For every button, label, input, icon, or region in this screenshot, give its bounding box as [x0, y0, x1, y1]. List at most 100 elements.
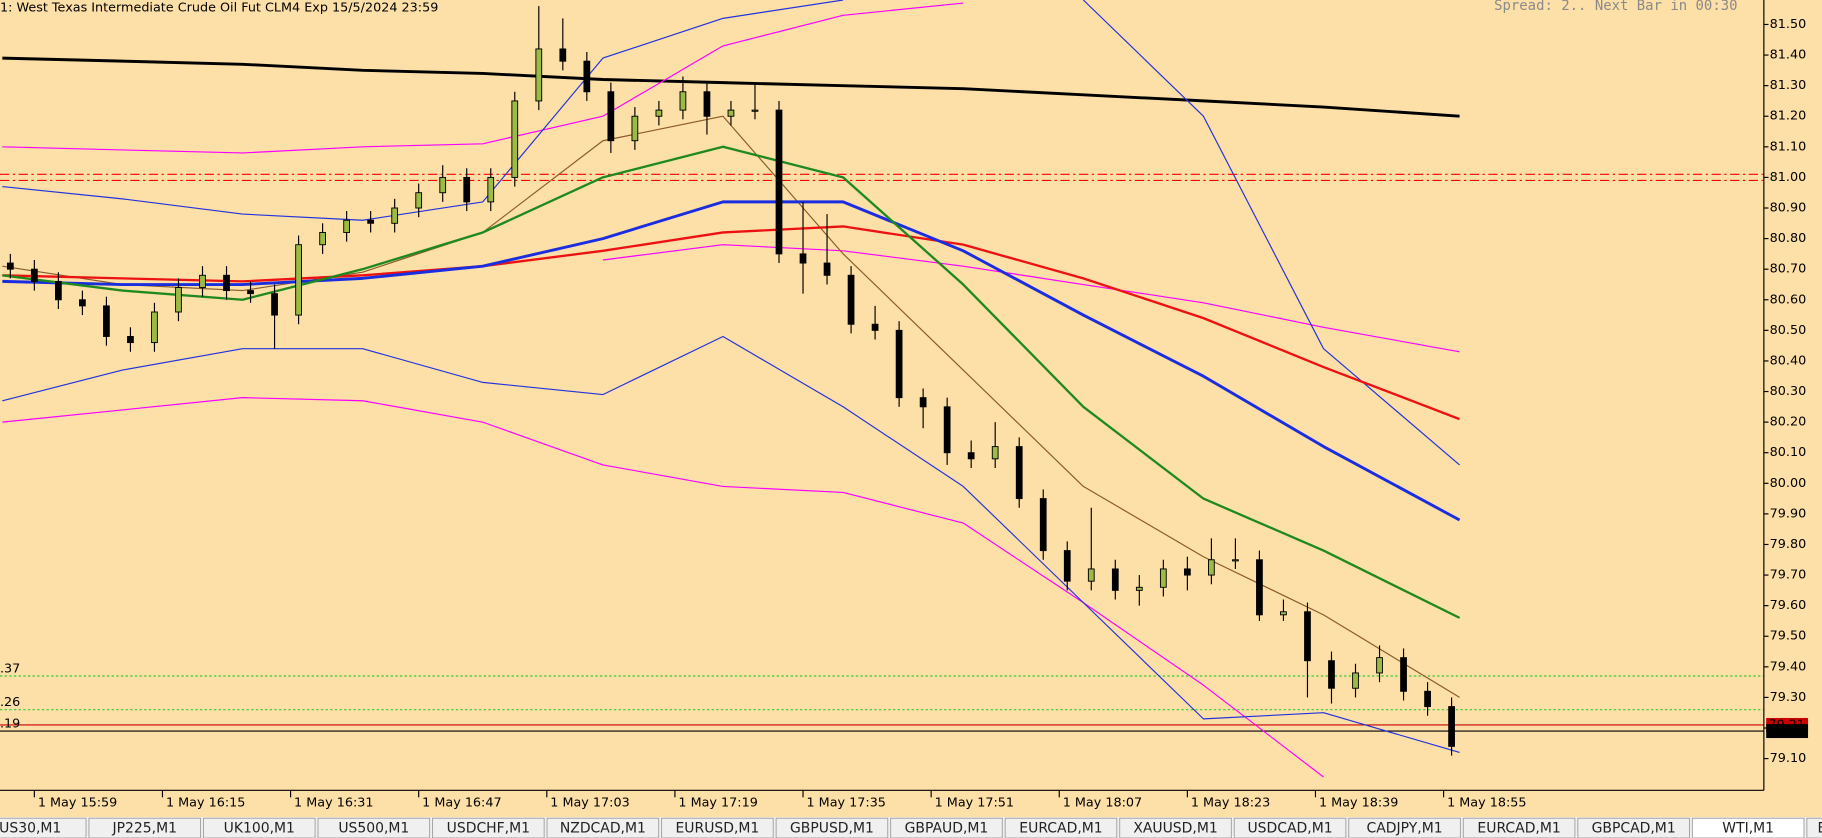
symbol-tab[interactable] — [432, 817, 545, 838]
x-tick-label: 1 May 16:31 — [294, 796, 373, 811]
x-tick-label: 1 May 18:07 — [1063, 796, 1142, 811]
y-tick-label: 80.60 — [1770, 292, 1807, 307]
y-tick-label: 79.60 — [1770, 598, 1807, 613]
x-tick-label: 1 May 16:15 — [166, 796, 245, 811]
candle-body — [319, 232, 326, 246]
candle-body — [1400, 657, 1407, 692]
y-tick-label: 81.10 — [1770, 139, 1807, 154]
symbol-tab-label[interactable]: USDCAD,M1 — [1247, 821, 1332, 837]
candle-body — [607, 91, 615, 142]
symbol-tab-label[interactable]: XAUUSD,M1 — [1133, 821, 1217, 837]
y-tick-label: 80.30 — [1770, 384, 1807, 399]
symbol-tab[interactable] — [317, 817, 431, 838]
symbol-tab-label[interactable]: GBPAUD,M1 — [905, 821, 989, 837]
y-tick-label: 79.10 — [1770, 751, 1807, 766]
candle-body — [943, 406, 951, 454]
level-label: .26 — [0, 695, 20, 710]
symbol-tab-label[interactable]: US500,M1 — [338, 821, 409, 837]
candle-body — [655, 109, 663, 117]
symbol-tab-label[interactable]: GBPCAD,M1 — [1592, 821, 1676, 837]
candle-body — [991, 446, 999, 460]
candle-body — [79, 299, 86, 307]
y-tick-label: 80.50 — [1770, 323, 1807, 338]
candle-body — [511, 100, 519, 178]
symbol-tab-label[interactable]: WTI,M1 — [1722, 821, 1774, 837]
symbol-tab[interactable] — [1119, 817, 1232, 838]
symbol-tab[interactable] — [1004, 817, 1118, 838]
symbol-tab-label[interactable]: CADJPY,M1 — [1367, 821, 1443, 837]
symbol-tab-label[interactable]: GBPUSD,M1 — [790, 821, 874, 837]
y-tick-label: 79.90 — [1770, 506, 1807, 521]
candle-body — [415, 192, 423, 209]
symbol-tab-label[interactable]: EURCAD,M1 — [1477, 821, 1560, 837]
indicator-line — [2, 335, 1460, 754]
symbol-tab[interactable] — [890, 817, 1003, 838]
y-tick-label: 79.70 — [1770, 568, 1807, 583]
indicator-line — [2, 2, 964, 154]
status-text: Spread: 2.. Next Bar in 00:30 — [1494, 0, 1737, 14]
x-tick-label: 1 May 18:39 — [1319, 796, 1398, 811]
candle-body — [823, 262, 831, 276]
indicator-line — [2, 200, 1461, 522]
y-tick-label: 79.40 — [1770, 659, 1807, 674]
y-tick-label: 80.00 — [1770, 476, 1807, 491]
candle-body — [967, 452, 975, 460]
symbol-tab[interactable] — [1577, 817, 1690, 838]
symbol-tab[interactable] — [546, 817, 660, 838]
candle-body — [1111, 568, 1119, 591]
symbol-tab-label[interactable]: NZDCAD,M1 — [560, 821, 646, 837]
candle-body — [631, 115, 639, 142]
symbol-tab-label[interactable]: US30,M1 — [0, 821, 61, 837]
symbol-tab[interactable] — [0, 817, 87, 838]
y-tick-label: 81.20 — [1770, 109, 1807, 124]
symbol-tab-label[interactable]: EURUSD,M1 — [675, 821, 759, 837]
level-label: .19 — [0, 717, 20, 732]
candle-body — [583, 60, 591, 93]
y-tick-label: 81.00 — [1770, 170, 1807, 185]
symbol-tab[interactable] — [775, 817, 889, 838]
symbol-tab[interactable] — [1348, 817, 1461, 838]
candle-body — [439, 176, 447, 194]
level-label: .37 — [0, 662, 20, 677]
symbol-tab[interactable] — [203, 817, 316, 838]
y-tick-label: 80.70 — [1770, 262, 1807, 277]
candle-body — [487, 176, 495, 203]
symbol-tab[interactable] — [88, 817, 202, 838]
candle-body — [1039, 498, 1047, 552]
symbol-tab-label[interactable]: JP225,M1 — [112, 821, 177, 837]
candle-body — [463, 176, 471, 203]
x-tick-label: 1 May 17:19 — [678, 796, 757, 811]
symbol-tab-label[interactable]: EURCAD,M1 — [1019, 821, 1102, 837]
symbol-tab[interactable] — [1462, 817, 1576, 838]
candle-body — [1352, 672, 1359, 689]
y-tick-label: 80.40 — [1770, 353, 1807, 368]
symbol-tab-label[interactable]: UK100,M1 — [224, 821, 295, 837]
candle-body — [1376, 657, 1383, 674]
candle-body — [847, 274, 855, 325]
symbol-tab[interactable] — [1233, 817, 1347, 838]
candle-body — [55, 280, 62, 301]
symbol-tab-label[interactable]: EURCHF,M15 — [1817, 821, 1822, 837]
candle-body — [6, 262, 14, 270]
candle-body — [1063, 550, 1071, 582]
y-tick-label: 81.50 — [1770, 17, 1807, 32]
candle-body — [679, 91, 687, 111]
candle-body — [799, 253, 807, 264]
candle-body — [199, 274, 206, 288]
symbol-tab[interactable] — [1806, 817, 1822, 838]
candle-body — [871, 323, 879, 331]
symbol-tab-label[interactable]: USDCHF,M1 — [447, 821, 530, 837]
candle-body — [175, 287, 182, 313]
candle-body — [1208, 559, 1215, 576]
symbol-tab[interactable] — [1691, 817, 1805, 838]
x-tick-label: 1 May 16:47 — [422, 796, 501, 811]
x-tick-label: 1 May 17:51 — [935, 796, 1014, 811]
candle-body — [559, 48, 567, 62]
candle-body — [1183, 568, 1191, 576]
indicator-line — [2, 0, 1460, 466]
x-tick-label: 1 May 18:55 — [1447, 796, 1526, 811]
candle-body — [703, 91, 711, 117]
symbol-tab[interactable] — [661, 817, 774, 838]
y-tick-label: 81.40 — [1770, 48, 1807, 63]
axes: 79.1079.2079.3079.4079.5079.6079.7079.80… — [0, 17, 1809, 811]
